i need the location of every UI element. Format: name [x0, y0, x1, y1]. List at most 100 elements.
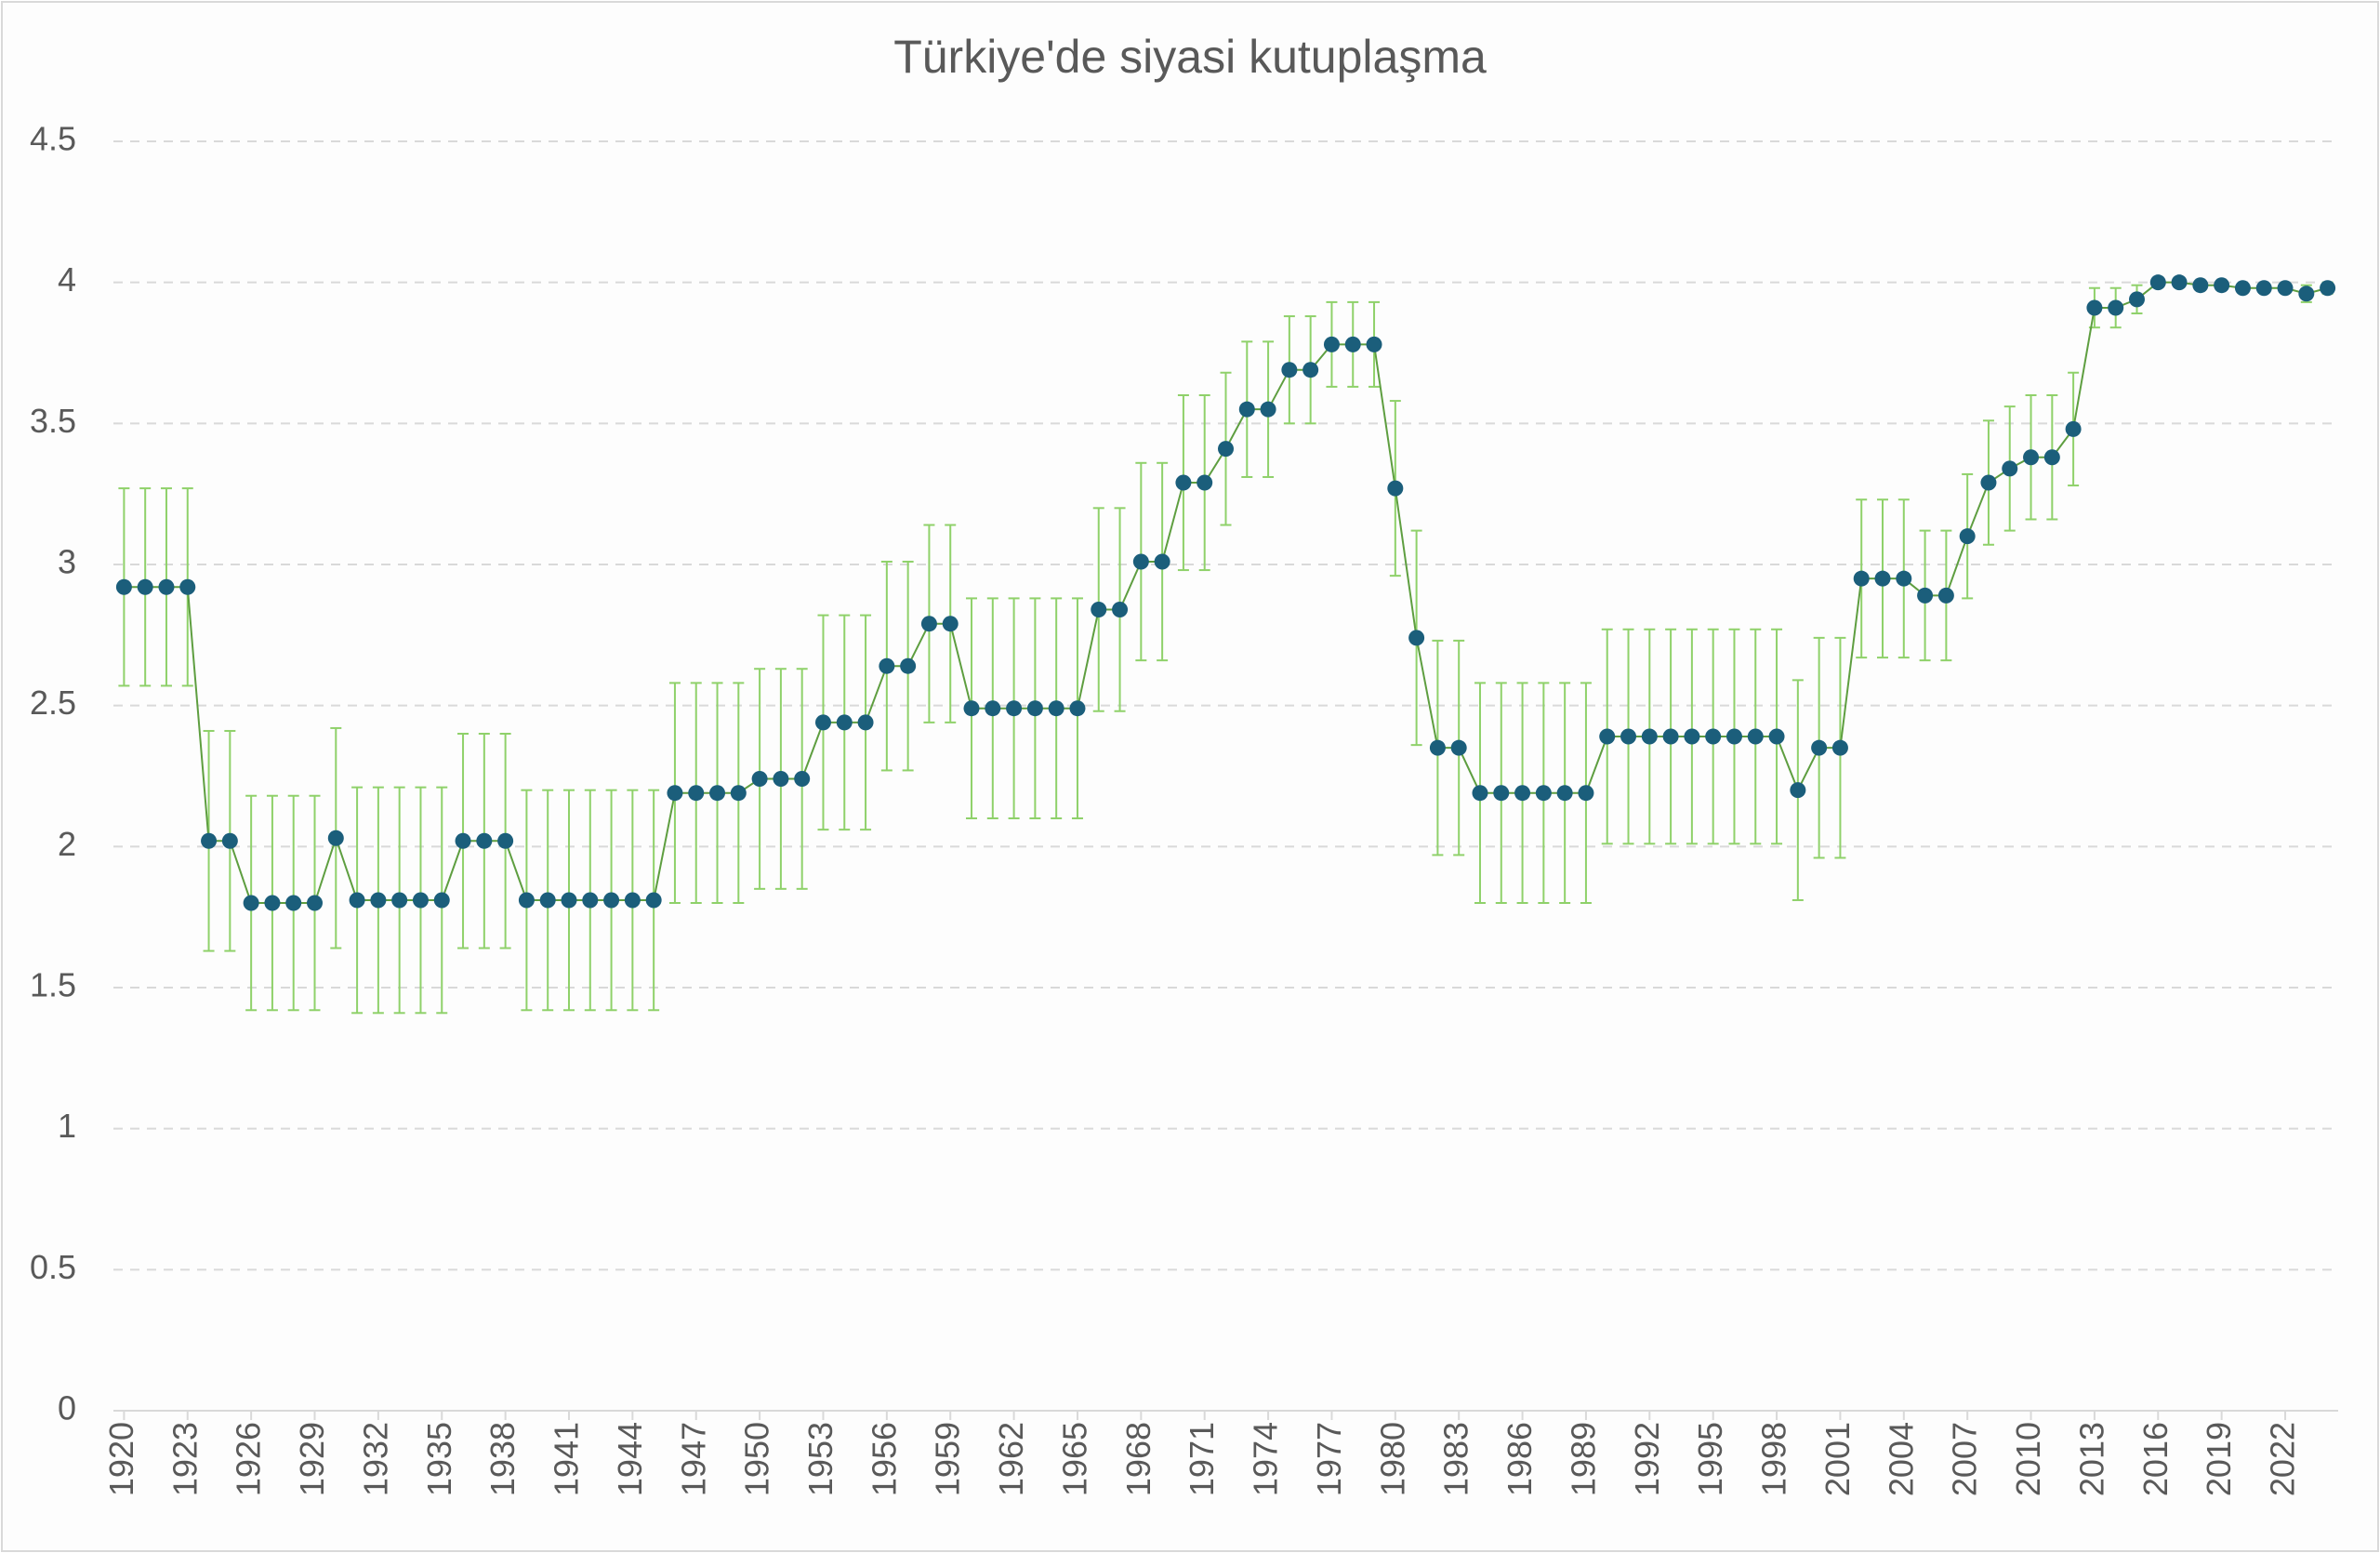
- data-point: [1874, 570, 1891, 587]
- data-point: [391, 892, 408, 909]
- x-tick-label: 1983: [1437, 1422, 1475, 1496]
- data-point: [1281, 362, 1298, 378]
- data-point: [307, 895, 324, 911]
- x-tick-label: 2022: [2264, 1422, 2302, 1496]
- y-tick-label: 2.5: [30, 684, 76, 722]
- data-point: [1641, 728, 1658, 745]
- data-point: [1175, 474, 1192, 491]
- x-tick-label: 2007: [1946, 1422, 1984, 1496]
- data-point: [1556, 785, 1573, 802]
- data-point: [476, 832, 493, 849]
- data-point: [900, 657, 917, 674]
- data-point: [1917, 587, 1934, 604]
- x-tick-label: 2019: [2200, 1422, 2238, 1496]
- data-point: [1662, 728, 1679, 745]
- data-point: [2065, 420, 2082, 437]
- data-point: [1472, 785, 1488, 802]
- data-point: [2255, 280, 2272, 297]
- data-point: [1238, 401, 1255, 418]
- data-point: [1831, 739, 1848, 756]
- data-point: [2320, 280, 2336, 297]
- data-point: [1896, 570, 1912, 587]
- data-point: [137, 578, 153, 595]
- x-tick-label: 1929: [293, 1422, 331, 1496]
- data-point: [264, 895, 281, 911]
- x-tick-label: 1926: [230, 1422, 268, 1496]
- data-point: [1026, 700, 1043, 717]
- data-point: [1218, 441, 1234, 458]
- data-point: [1429, 739, 1446, 756]
- data-point: [814, 714, 831, 731]
- data-point: [857, 714, 874, 731]
- data-point: [1069, 700, 1086, 717]
- data-point: [1302, 362, 1319, 378]
- data-point: [2086, 299, 2103, 316]
- data-point: [1197, 474, 1213, 491]
- x-tick-label: 1920: [102, 1422, 140, 1496]
- y-tick-label: 3: [58, 543, 76, 581]
- data-point: [1514, 785, 1531, 802]
- data-point: [1260, 401, 1276, 418]
- x-tick-label: 1998: [1755, 1422, 1793, 1496]
- x-tick-label: 1935: [420, 1422, 458, 1496]
- data-point: [730, 785, 747, 802]
- y-tick-label: 2: [58, 825, 76, 863]
- x-tick-label: 1941: [548, 1422, 586, 1496]
- data-point: [1387, 480, 1404, 497]
- data-point: [773, 771, 789, 788]
- data-point: [1620, 728, 1637, 745]
- x-tick-label: 1968: [1119, 1422, 1157, 1496]
- data-point: [2108, 299, 2124, 316]
- x-tick-label: 1947: [674, 1422, 712, 1496]
- data-point: [1132, 553, 1149, 570]
- y-tick-label: 4: [58, 260, 76, 299]
- x-tick-label: 1953: [801, 1422, 840, 1496]
- x-tick-label: 1992: [1628, 1422, 1666, 1496]
- chart-title: Türkiye'de siyasi kutuplaşma: [893, 31, 1487, 83]
- data-point: [1048, 700, 1064, 717]
- data-point: [942, 616, 959, 632]
- data-point: [645, 892, 662, 909]
- data-point: [1578, 785, 1594, 802]
- data-point: [1408, 630, 1425, 646]
- x-tick-label: 1980: [1373, 1422, 1411, 1496]
- x-tick-label: 2010: [2009, 1422, 2047, 1496]
- data-point: [2234, 280, 2251, 297]
- data-point: [158, 578, 175, 595]
- data-point: [1747, 728, 1764, 745]
- data-point: [2298, 285, 2315, 302]
- data-point: [1344, 336, 1361, 352]
- x-tick-label: 1989: [1564, 1422, 1602, 1496]
- data-point: [497, 832, 514, 849]
- data-point: [1006, 700, 1023, 717]
- x-tick-label: 1956: [865, 1422, 903, 1496]
- x-tick-label: 1977: [1310, 1422, 1348, 1496]
- data-point: [1154, 553, 1170, 570]
- x-tick-label: 1923: [165, 1422, 204, 1496]
- data-point: [1768, 728, 1785, 745]
- data-point: [2277, 280, 2294, 297]
- data-point: [2192, 277, 2209, 294]
- data-point: [603, 892, 620, 909]
- data-point: [1790, 782, 1806, 799]
- data-point: [1091, 602, 1107, 618]
- data-point: [751, 771, 768, 788]
- data-point: [412, 892, 429, 909]
- data-point: [1493, 785, 1510, 802]
- data-point: [518, 892, 535, 909]
- data-point: [1684, 728, 1700, 745]
- y-tick-label: 0: [58, 1389, 76, 1427]
- data-point: [963, 700, 980, 717]
- y-tick-label: 1: [58, 1107, 76, 1145]
- data-point: [1535, 785, 1552, 802]
- data-point: [221, 832, 238, 849]
- data-point: [455, 832, 471, 849]
- data-point: [1366, 336, 1382, 352]
- data-point: [539, 892, 556, 909]
- data-point: [879, 657, 895, 674]
- x-tick-label: 1938: [483, 1422, 522, 1496]
- data-point: [2171, 274, 2188, 291]
- x-tick-label: 1959: [929, 1422, 967, 1496]
